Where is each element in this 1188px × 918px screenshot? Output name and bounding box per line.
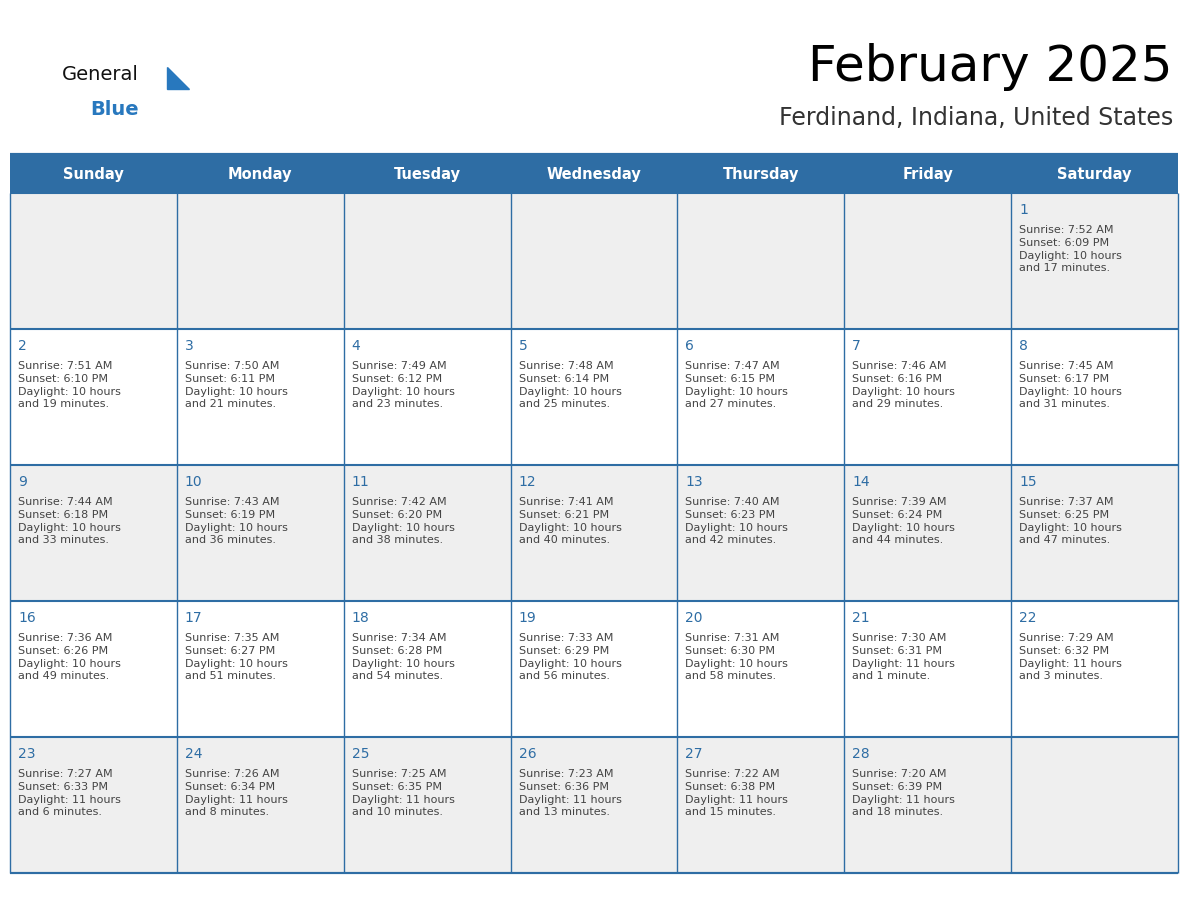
- Text: 23: 23: [18, 747, 36, 761]
- Text: Sunrise: 7:40 AM
Sunset: 6:23 PM
Daylight: 10 hours
and 42 minutes.: Sunrise: 7:40 AM Sunset: 6:23 PM Dayligh…: [685, 497, 789, 545]
- Text: Sunrise: 7:48 AM
Sunset: 6:14 PM
Daylight: 10 hours
and 25 minutes.: Sunrise: 7:48 AM Sunset: 6:14 PM Dayligh…: [519, 361, 621, 409]
- Text: 25: 25: [352, 747, 369, 761]
- Text: Ferdinand, Indiana, United States: Ferdinand, Indiana, United States: [779, 106, 1173, 130]
- Text: Sunrise: 7:22 AM
Sunset: 6:38 PM
Daylight: 11 hours
and 15 minutes.: Sunrise: 7:22 AM Sunset: 6:38 PM Dayligh…: [685, 769, 789, 817]
- Text: Sunrise: 7:36 AM
Sunset: 6:26 PM
Daylight: 10 hours
and 49 minutes.: Sunrise: 7:36 AM Sunset: 6:26 PM Dayligh…: [18, 633, 121, 681]
- Text: February 2025: February 2025: [809, 43, 1173, 91]
- Text: 20: 20: [685, 611, 703, 625]
- Text: Sunrise: 7:50 AM
Sunset: 6:11 PM
Daylight: 10 hours
and 21 minutes.: Sunrise: 7:50 AM Sunset: 6:11 PM Dayligh…: [185, 361, 287, 409]
- Text: Sunrise: 7:29 AM
Sunset: 6:32 PM
Daylight: 11 hours
and 3 minutes.: Sunrise: 7:29 AM Sunset: 6:32 PM Dayligh…: [1019, 633, 1121, 681]
- Text: Sunrise: 7:20 AM
Sunset: 6:39 PM
Daylight: 11 hours
and 18 minutes.: Sunrise: 7:20 AM Sunset: 6:39 PM Dayligh…: [852, 769, 955, 817]
- Text: 27: 27: [685, 747, 703, 761]
- Bar: [10, 155, 1178, 193]
- Text: Sunrise: 7:33 AM
Sunset: 6:29 PM
Daylight: 10 hours
and 56 minutes.: Sunrise: 7:33 AM Sunset: 6:29 PM Dayligh…: [519, 633, 621, 681]
- Bar: [10, 329, 1178, 465]
- Text: Thursday: Thursday: [722, 166, 800, 182]
- Text: Sunrise: 7:47 AM
Sunset: 6:15 PM
Daylight: 10 hours
and 27 minutes.: Sunrise: 7:47 AM Sunset: 6:15 PM Dayligh…: [685, 361, 789, 409]
- Text: Wednesday: Wednesday: [546, 166, 642, 182]
- Text: 15: 15: [1019, 475, 1037, 489]
- Text: Sunrise: 7:49 AM
Sunset: 6:12 PM
Daylight: 10 hours
and 23 minutes.: Sunrise: 7:49 AM Sunset: 6:12 PM Dayligh…: [352, 361, 455, 409]
- Text: Sunrise: 7:31 AM
Sunset: 6:30 PM
Daylight: 10 hours
and 58 minutes.: Sunrise: 7:31 AM Sunset: 6:30 PM Dayligh…: [685, 633, 789, 681]
- Text: 21: 21: [852, 611, 870, 625]
- Text: Saturday: Saturday: [1057, 166, 1132, 182]
- Text: 2: 2: [18, 339, 27, 353]
- Bar: [10, 737, 1178, 873]
- Text: 12: 12: [519, 475, 536, 489]
- Text: 7: 7: [852, 339, 861, 353]
- Bar: [10, 465, 1178, 601]
- Text: 10: 10: [185, 475, 202, 489]
- Bar: [10, 193, 1178, 329]
- Text: Sunrise: 7:37 AM
Sunset: 6:25 PM
Daylight: 10 hours
and 47 minutes.: Sunrise: 7:37 AM Sunset: 6:25 PM Dayligh…: [1019, 497, 1121, 545]
- Text: 16: 16: [18, 611, 36, 625]
- Text: 26: 26: [519, 747, 536, 761]
- Text: Sunrise: 7:45 AM
Sunset: 6:17 PM
Daylight: 10 hours
and 31 minutes.: Sunrise: 7:45 AM Sunset: 6:17 PM Dayligh…: [1019, 361, 1121, 409]
- Text: Sunrise: 7:34 AM
Sunset: 6:28 PM
Daylight: 10 hours
and 54 minutes.: Sunrise: 7:34 AM Sunset: 6:28 PM Dayligh…: [352, 633, 455, 681]
- Text: 8: 8: [1019, 339, 1028, 353]
- Text: Sunday: Sunday: [63, 166, 124, 182]
- Text: 4: 4: [352, 339, 360, 353]
- Text: Sunrise: 7:26 AM
Sunset: 6:34 PM
Daylight: 11 hours
and 8 minutes.: Sunrise: 7:26 AM Sunset: 6:34 PM Dayligh…: [185, 769, 287, 817]
- Text: 28: 28: [852, 747, 870, 761]
- Text: Sunrise: 7:44 AM
Sunset: 6:18 PM
Daylight: 10 hours
and 33 minutes.: Sunrise: 7:44 AM Sunset: 6:18 PM Dayligh…: [18, 497, 121, 545]
- Text: 22: 22: [1019, 611, 1037, 625]
- Text: 14: 14: [852, 475, 870, 489]
- Text: 3: 3: [185, 339, 194, 353]
- Text: Blue: Blue: [90, 100, 139, 119]
- Polygon shape: [168, 67, 189, 89]
- Text: Sunrise: 7:42 AM
Sunset: 6:20 PM
Daylight: 10 hours
and 38 minutes.: Sunrise: 7:42 AM Sunset: 6:20 PM Dayligh…: [352, 497, 455, 545]
- Text: Sunrise: 7:41 AM
Sunset: 6:21 PM
Daylight: 10 hours
and 40 minutes.: Sunrise: 7:41 AM Sunset: 6:21 PM Dayligh…: [519, 497, 621, 545]
- Text: 13: 13: [685, 475, 703, 489]
- Text: 9: 9: [18, 475, 27, 489]
- Text: 19: 19: [519, 611, 536, 625]
- Text: Sunrise: 7:35 AM
Sunset: 6:27 PM
Daylight: 10 hours
and 51 minutes.: Sunrise: 7:35 AM Sunset: 6:27 PM Dayligh…: [185, 633, 287, 681]
- Text: Sunrise: 7:51 AM
Sunset: 6:10 PM
Daylight: 10 hours
and 19 minutes.: Sunrise: 7:51 AM Sunset: 6:10 PM Dayligh…: [18, 361, 121, 409]
- Text: 18: 18: [352, 611, 369, 625]
- Text: Sunrise: 7:27 AM
Sunset: 6:33 PM
Daylight: 11 hours
and 6 minutes.: Sunrise: 7:27 AM Sunset: 6:33 PM Dayligh…: [18, 769, 121, 817]
- Text: Sunrise: 7:43 AM
Sunset: 6:19 PM
Daylight: 10 hours
and 36 minutes.: Sunrise: 7:43 AM Sunset: 6:19 PM Dayligh…: [185, 497, 287, 545]
- Text: Sunrise: 7:52 AM
Sunset: 6:09 PM
Daylight: 10 hours
and 17 minutes.: Sunrise: 7:52 AM Sunset: 6:09 PM Dayligh…: [1019, 225, 1121, 274]
- Text: Monday: Monday: [228, 166, 292, 182]
- Bar: [10, 601, 1178, 737]
- Text: General: General: [62, 65, 139, 84]
- Text: 6: 6: [685, 339, 694, 353]
- Text: Sunrise: 7:46 AM
Sunset: 6:16 PM
Daylight: 10 hours
and 29 minutes.: Sunrise: 7:46 AM Sunset: 6:16 PM Dayligh…: [852, 361, 955, 409]
- Text: 17: 17: [185, 611, 202, 625]
- Text: Sunrise: 7:30 AM
Sunset: 6:31 PM
Daylight: 11 hours
and 1 minute.: Sunrise: 7:30 AM Sunset: 6:31 PM Dayligh…: [852, 633, 955, 681]
- Text: 5: 5: [519, 339, 527, 353]
- Text: 24: 24: [185, 747, 202, 761]
- Text: Friday: Friday: [903, 166, 953, 182]
- Text: Sunrise: 7:39 AM
Sunset: 6:24 PM
Daylight: 10 hours
and 44 minutes.: Sunrise: 7:39 AM Sunset: 6:24 PM Dayligh…: [852, 497, 955, 545]
- Text: Tuesday: Tuesday: [393, 166, 461, 182]
- Text: Sunrise: 7:23 AM
Sunset: 6:36 PM
Daylight: 11 hours
and 13 minutes.: Sunrise: 7:23 AM Sunset: 6:36 PM Dayligh…: [519, 769, 621, 817]
- Text: 11: 11: [352, 475, 369, 489]
- Text: Sunrise: 7:25 AM
Sunset: 6:35 PM
Daylight: 11 hours
and 10 minutes.: Sunrise: 7:25 AM Sunset: 6:35 PM Dayligh…: [352, 769, 455, 817]
- Text: 1: 1: [1019, 203, 1028, 217]
